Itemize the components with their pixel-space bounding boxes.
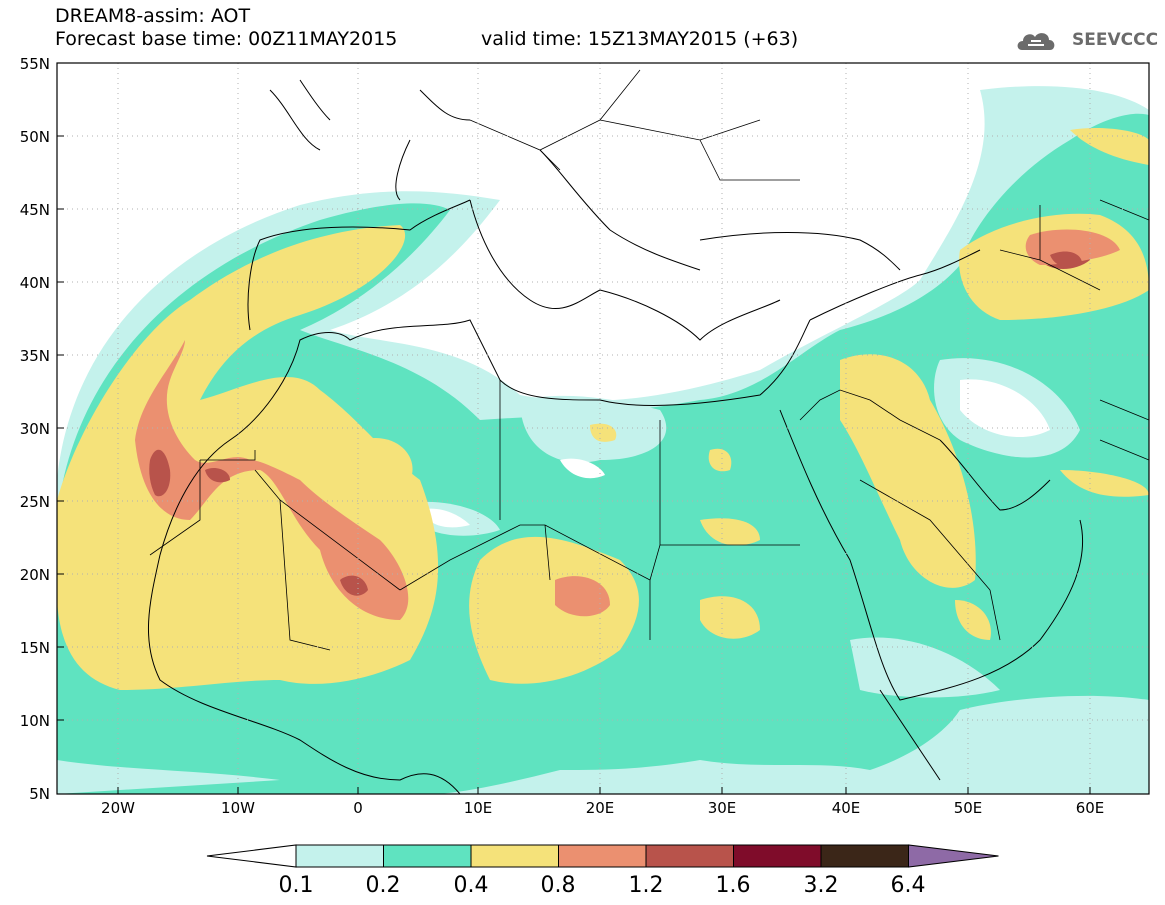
colorbar-label: 0.4 <box>454 873 489 898</box>
lon-label: 10W <box>221 799 255 817</box>
colorbar-label: 0.2 <box>366 873 401 898</box>
lon-label: 20E <box>586 799 615 817</box>
colorbar-swatch <box>383 844 472 868</box>
lat-labels: 55N 50N 45N 40N 35N 30N 25N 20N 15N 10N … <box>20 55 50 803</box>
colorbar-label: 6.4 <box>891 873 926 898</box>
lat-label: 5N <box>29 785 50 803</box>
lon-labels: 20W 10W 0 10E 20E 30E 40E 50E 60E <box>101 799 1104 817</box>
colorbar-swatch <box>820 844 909 868</box>
colorbar-label: 3.2 <box>804 873 839 898</box>
title-base-time: Forecast base time: 00Z11MAY2015 <box>55 28 398 50</box>
lon-label: 40E <box>832 799 861 817</box>
colorbar-label: 0.1 <box>279 873 314 898</box>
lon-label: 50E <box>954 799 983 817</box>
lon-label: 20W <box>101 799 135 817</box>
lat-label: 50N <box>20 128 50 146</box>
colorbar-under-triangle <box>206 844 297 868</box>
lat-label: 40N <box>20 274 50 292</box>
colorbar-label: 1.2 <box>629 873 664 898</box>
colorbar-swatch <box>295 844 384 868</box>
map-frame <box>56 62 1150 795</box>
lon-label: 10E <box>464 799 493 817</box>
colorbar-swatch <box>558 844 647 868</box>
colorbar: 0.1 0.2 0.4 0.8 1.2 1.6 3.2 6.4 <box>206 844 999 898</box>
title-valid-time: valid time: 15Z13MAY2015 (+63) <box>481 28 799 50</box>
gridlines <box>57 63 1149 794</box>
colorbar-swatches <box>206 844 999 868</box>
colorbar-over-triangle <box>908 844 999 868</box>
colorbar-swatch <box>645 844 734 868</box>
tick-marks <box>57 62 1091 794</box>
lat-label: 20N <box>20 566 50 584</box>
lon-label: 30E <box>708 799 737 817</box>
lat-label: 10N <box>20 712 50 730</box>
lat-label: 15N <box>20 639 50 657</box>
lat-label: 30N <box>20 420 50 438</box>
lon-label: 60E <box>1076 799 1105 817</box>
cloud-icon <box>1017 33 1055 50</box>
aot-map: 55N 50N 45N 40N 35N 30N 25N 20N 15N 10N … <box>20 55 1150 817</box>
lon-label: 0 <box>353 799 363 817</box>
lat-label: 35N <box>20 347 50 365</box>
colorbar-label: 0.8 <box>541 873 576 898</box>
lat-label: 25N <box>20 493 50 511</box>
country-borders <box>149 69 1149 651</box>
lat-label: 45N <box>20 201 50 219</box>
colorbar-labels: 0.1 0.2 0.4 0.8 1.2 1.6 3.2 6.4 <box>279 873 926 898</box>
logo-text: SEEVCCC <box>1072 30 1159 50</box>
colorbar-swatch <box>733 844 822 868</box>
lat-label: 55N <box>20 55 50 73</box>
coastlines <box>147 79 1084 794</box>
colorbar-label: 1.6 <box>716 873 751 898</box>
colorbar-swatch <box>470 844 559 868</box>
title-model: DREAM8-assim: AOT <box>55 5 251 27</box>
